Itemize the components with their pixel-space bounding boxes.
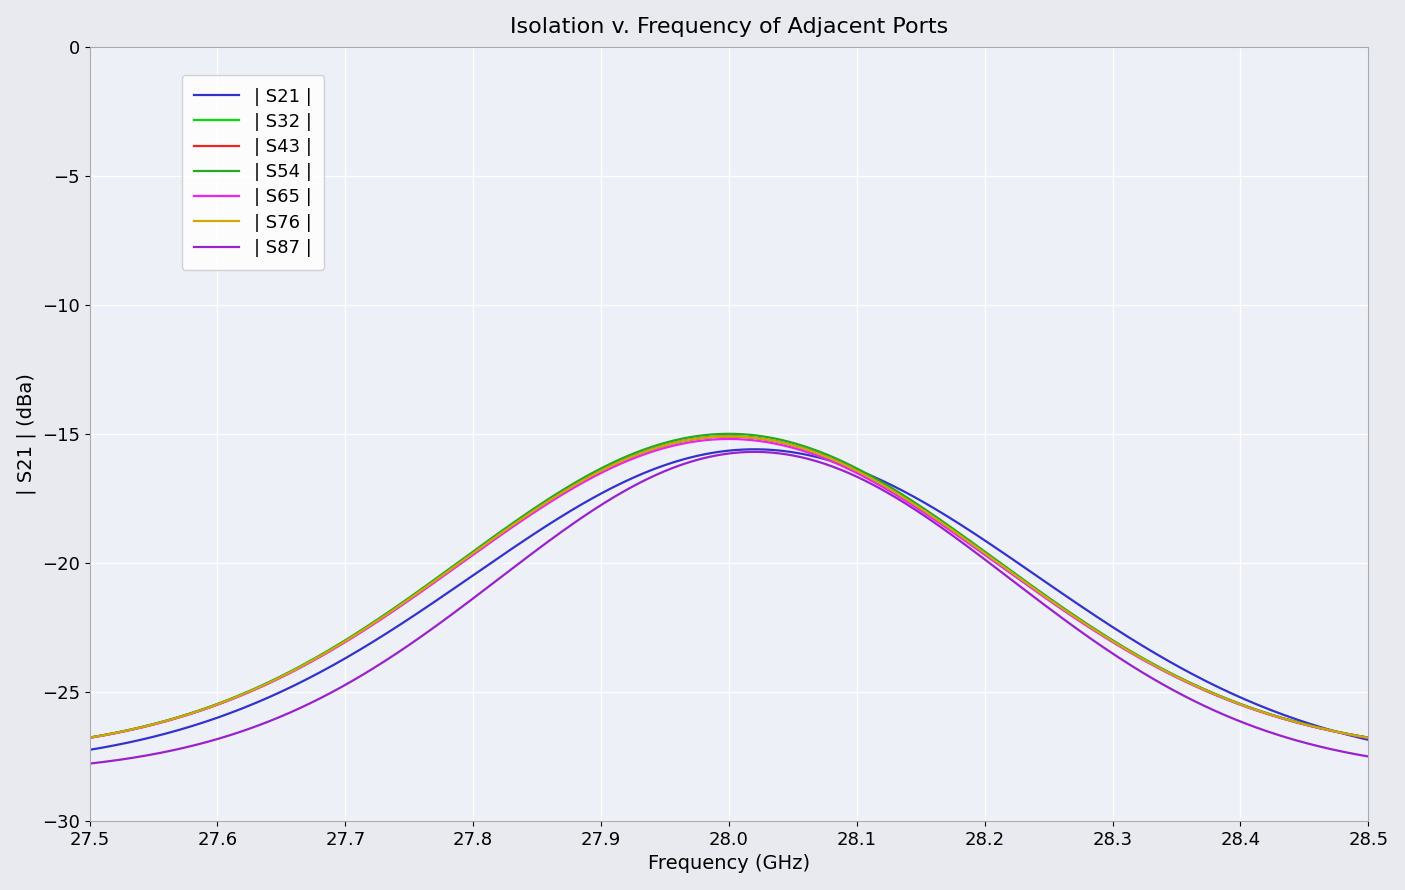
| S65 |	[719, 433, 736, 444]
| S87 |	[844, 470, 861, 481]
| S54 |	[776, 435, 792, 446]
| S32 |	[695, 433, 712, 443]
| S65 |	[81, 732, 98, 743]
| S32 |	[776, 438, 792, 449]
| S54 |	[1360, 732, 1377, 743]
Line: | S87 |: | S87 |	[90, 452, 1368, 764]
Line: | S32 |: | S32 |	[90, 436, 1368, 738]
| S76 |	[81, 732, 98, 743]
| S65 |	[1332, 727, 1349, 738]
| S32 |	[1360, 732, 1377, 743]
| S76 |	[844, 464, 861, 474]
| S87 |	[1332, 746, 1349, 756]
| S32 |	[688, 433, 705, 444]
Line: | S65 |: | S65 |	[90, 439, 1368, 738]
| S54 |	[844, 461, 861, 472]
| S65 |	[1360, 732, 1377, 743]
| S32 |	[81, 732, 98, 743]
| S54 |	[1332, 727, 1349, 738]
| S54 |	[81, 732, 98, 743]
| S21 |	[688, 450, 705, 461]
| S43 |	[719, 431, 736, 441]
| S54 |	[719, 428, 736, 439]
| S43 |	[81, 732, 98, 743]
Y-axis label: | S21 | (dBa): | S21 | (dBa)	[17, 373, 37, 495]
| S43 |	[1132, 652, 1149, 663]
| S43 |	[1360, 732, 1377, 743]
| S43 |	[1332, 727, 1349, 738]
| S87 |	[745, 447, 762, 457]
| S76 |	[688, 433, 705, 444]
| S32 |	[1332, 727, 1349, 738]
| S65 |	[1132, 653, 1149, 664]
Line: | S43 |: | S43 |	[90, 436, 1368, 738]
Line: | S54 |: | S54 |	[90, 433, 1368, 738]
| S43 |	[776, 438, 792, 449]
| S21 |	[776, 446, 792, 457]
| S76 |	[719, 431, 736, 441]
| S54 |	[1132, 651, 1149, 662]
| S32 |	[1132, 652, 1149, 663]
Line: | S76 |: | S76 |	[90, 436, 1368, 738]
Line: | S21 |: | S21 |	[90, 449, 1368, 750]
| S21 |	[81, 745, 98, 756]
| S87 |	[1360, 751, 1377, 762]
| S21 |	[745, 444, 762, 455]
Title: Isolation v. Frequency of Adjacent Ports: Isolation v. Frequency of Adjacent Ports	[510, 17, 948, 36]
| S21 |	[844, 463, 861, 473]
| S43 |	[695, 433, 712, 443]
| S32 |	[719, 431, 736, 441]
| S76 |	[1132, 652, 1149, 663]
| S21 |	[1132, 639, 1149, 650]
Legend: | S21 |, | S32 |, | S43 |, | S54 |, | S65 |, | S76 |, | S87 |: | S21 |, | S32 |, | S43 |, | S54 |, | S6…	[181, 75, 325, 270]
| S87 |	[695, 453, 712, 464]
| S54 |	[695, 430, 712, 441]
| S21 |	[1332, 727, 1349, 738]
| S87 |	[776, 449, 792, 459]
| S65 |	[776, 441, 792, 451]
| S76 |	[1360, 732, 1377, 743]
| S32 |	[844, 464, 861, 474]
| S87 |	[688, 455, 705, 465]
| S21 |	[1360, 734, 1377, 745]
| S87 |	[81, 758, 98, 769]
| S21 |	[695, 449, 712, 459]
| S65 |	[688, 436, 705, 447]
| S76 |	[776, 438, 792, 449]
| S43 |	[844, 464, 861, 474]
| S65 |	[844, 465, 861, 476]
| S76 |	[1332, 727, 1349, 738]
| S65 |	[695, 435, 712, 446]
| S76 |	[695, 433, 712, 443]
X-axis label: Frequency (GHz): Frequency (GHz)	[648, 854, 811, 873]
| S43 |	[688, 433, 705, 444]
| S54 |	[688, 431, 705, 441]
| S87 |	[1132, 666, 1149, 676]
